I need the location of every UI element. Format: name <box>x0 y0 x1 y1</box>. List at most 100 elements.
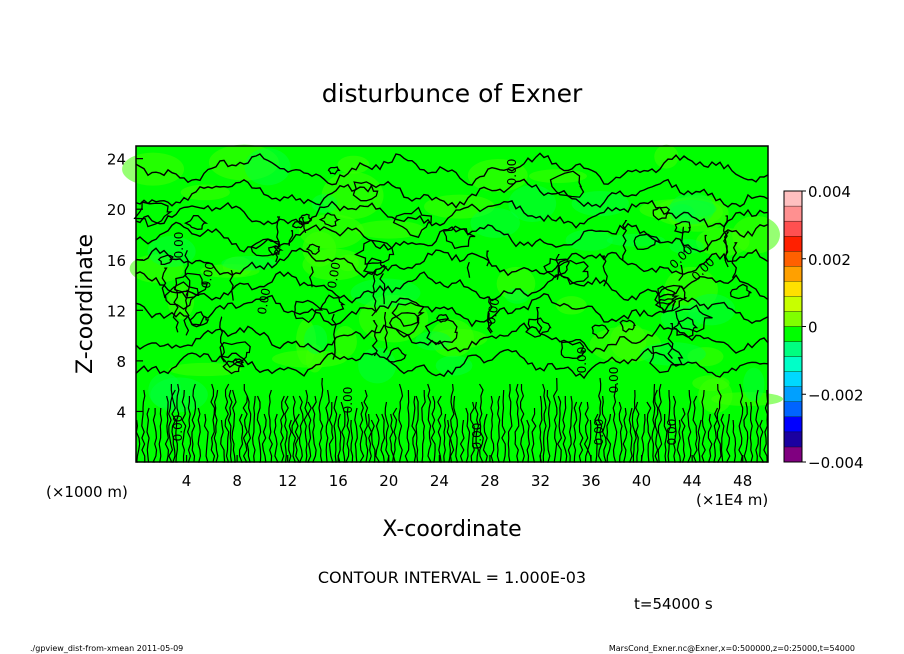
contour-streak <box>496 395 501 463</box>
contour-streak <box>307 401 312 463</box>
contour-streak <box>213 389 219 463</box>
contour-streak <box>720 413 725 463</box>
contour-streak <box>443 413 447 463</box>
contour-streak <box>197 407 202 463</box>
field-patch <box>609 322 647 360</box>
contour-streak <box>172 286 179 333</box>
colorbar-cell <box>783 296 803 312</box>
contour-streak <box>328 402 334 463</box>
contour-streak <box>597 377 603 463</box>
contour-streak <box>501 389 507 463</box>
time-text: t=54000 s <box>634 595 713 613</box>
contour-streak <box>667 389 672 463</box>
field-patch <box>180 184 230 201</box>
y-tick-label: 8 <box>116 353 126 371</box>
field-patch <box>354 220 425 239</box>
contour-loop <box>560 341 586 359</box>
x-tick-label: 8 <box>232 472 242 490</box>
contour-streak <box>601 395 607 463</box>
x-tick-label: 12 <box>278 472 297 490</box>
contour-loop <box>549 170 585 198</box>
contour-line <box>135 178 769 209</box>
contour-streak <box>755 389 759 463</box>
contour-streak <box>654 389 659 463</box>
contour-streak <box>220 419 226 463</box>
contour-streak <box>380 413 386 463</box>
contour-streak <box>555 254 560 280</box>
contour-streak <box>763 389 769 463</box>
colorbar-cell <box>783 371 803 387</box>
contour-streak <box>469 401 476 463</box>
contour-streak <box>284 395 289 463</box>
contour-streak <box>350 419 354 463</box>
colorbar: 0.004 0.002 0 −0.002 −0.004 <box>783 183 864 472</box>
colorbar-cell <box>783 190 803 207</box>
contour-loop <box>674 220 691 234</box>
contour-streak <box>358 401 365 463</box>
contour-loop <box>652 206 671 221</box>
y-tick-label: 4 <box>116 403 126 421</box>
contour-streak <box>546 389 551 463</box>
contour-streak <box>184 249 191 296</box>
colorbar-labels: 0.004 0.002 0 −0.002 −0.004 <box>802 183 864 472</box>
field-patch <box>311 194 338 214</box>
contour-streak <box>288 230 294 246</box>
contour-streak <box>331 313 337 360</box>
contour-streak <box>594 413 599 463</box>
field-patch <box>556 296 587 315</box>
colorbar-label: −0.002 <box>808 386 864 404</box>
contour-loop <box>388 312 420 337</box>
contour-streak <box>273 413 279 463</box>
contour-streak <box>251 395 256 463</box>
contour-streak <box>507 383 513 463</box>
contour-label: 0.00 <box>341 387 355 414</box>
contour-label: 0.00 <box>665 419 679 446</box>
contour-streak <box>158 407 163 463</box>
contour-streak <box>345 407 351 463</box>
x-axis-ticks: 4 8 12 16 20 24 28 32 36 40 44 48 <box>182 455 752 490</box>
contour-streak <box>743 401 749 463</box>
field-patch <box>639 342 706 366</box>
contour-loop <box>250 238 281 257</box>
contour-streak <box>261 413 267 463</box>
contour-streak <box>231 389 237 463</box>
contour-loop <box>619 319 636 333</box>
contour-streak <box>465 407 471 463</box>
field-patch <box>692 375 730 392</box>
contour-loop <box>392 206 432 239</box>
contour-streak <box>238 413 244 463</box>
field-patch <box>298 214 365 249</box>
field-patch <box>333 326 357 358</box>
contour-streak <box>164 395 170 463</box>
contour-streak <box>486 312 493 334</box>
y-tick-label: 20 <box>107 201 126 219</box>
colorbar-cell <box>783 205 803 222</box>
colorbar-cell <box>783 251 803 267</box>
x-tick-label: 24 <box>430 472 449 490</box>
contour-streak <box>722 215 728 262</box>
contour-streak <box>667 322 674 360</box>
contour-loop <box>658 284 687 313</box>
plot-area: 0.00 0.00 0.00 0.00 0.00 0.00 0.00 0.00 0.00 0.00… <box>107 144 784 490</box>
y-axis-ticks: 4 8 12 16 20 24 <box>107 151 143 421</box>
y-tick-label: 16 <box>107 252 126 270</box>
contour-label: 0.00 <box>255 287 273 316</box>
contour-streak <box>606 413 612 463</box>
contour-streak <box>449 383 455 463</box>
contour-streak <box>383 312 389 354</box>
contour-label: 0.00 <box>199 261 217 290</box>
colorbar-cell <box>783 220 803 237</box>
contour-line <box>135 221 769 253</box>
contour-streak <box>672 395 677 463</box>
contour-streak <box>482 413 488 463</box>
contour-loop <box>298 213 313 223</box>
footer-left: ./gpview_dist-from-xmean 2011-05-09 <box>30 644 183 653</box>
contour-streak <box>446 419 452 463</box>
field-patch <box>148 373 182 408</box>
contour-loop <box>424 318 458 345</box>
contour-streak <box>562 396 568 463</box>
contour-loop <box>183 214 209 230</box>
contour-streak <box>256 395 262 463</box>
contour-streak <box>628 407 633 463</box>
contour-streak <box>681 226 685 253</box>
